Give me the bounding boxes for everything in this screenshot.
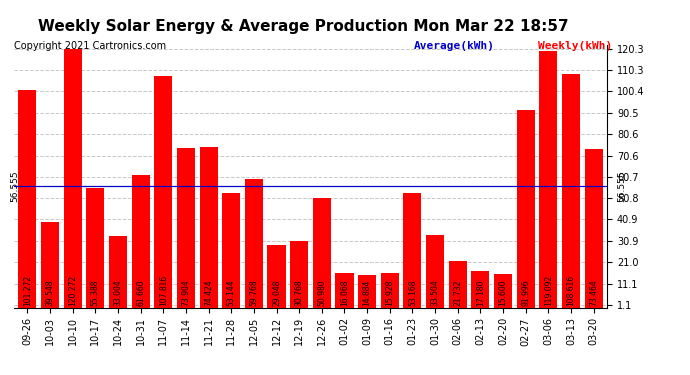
Bar (358, 276, 376, 308)
Bar (19, 90, 37, 308)
Bar (86, 188, 104, 308)
Text: 30.768: 30.768 (295, 280, 304, 306)
Text: 53.168: 53.168 (408, 280, 417, 306)
Bar (381, 273, 399, 308)
Bar (426, 236, 444, 308)
Text: 39.548: 39.548 (46, 280, 55, 306)
Text: 50.980: 50.980 (317, 280, 326, 306)
Text: 91.996: 91.996 (521, 280, 530, 306)
Text: 56.555: 56.555 (618, 170, 627, 202)
Text: 73.904: 73.904 (181, 280, 190, 306)
Text: 120.272: 120.272 (68, 275, 77, 306)
Text: 108.616: 108.616 (566, 275, 575, 306)
Bar (448, 261, 466, 308)
Bar (109, 237, 127, 308)
Bar (177, 148, 195, 308)
Text: 21.732: 21.732 (453, 280, 462, 306)
Bar (132, 175, 150, 308)
Text: 29.048: 29.048 (272, 280, 281, 306)
Text: 33.504: 33.504 (431, 280, 440, 306)
Bar (155, 75, 172, 308)
Text: 33.004: 33.004 (113, 280, 123, 306)
Text: 16.068: 16.068 (340, 280, 349, 306)
Text: Average(kWh): Average(kWh) (414, 41, 495, 51)
Text: 74.424: 74.424 (204, 280, 213, 306)
Text: 107.816: 107.816 (159, 275, 168, 306)
Bar (335, 273, 353, 308)
Bar (41, 222, 59, 308)
Text: 56.555: 56.555 (10, 170, 19, 202)
Text: Weekly(kWh): Weekly(kWh) (538, 41, 613, 51)
Bar (494, 274, 512, 308)
Bar (63, 49, 81, 308)
Text: Copyright 2021 Cartronics.com: Copyright 2021 Cartronics.com (14, 41, 166, 51)
Text: 15.600: 15.600 (498, 280, 508, 306)
Bar (222, 193, 240, 308)
Text: 55.388: 55.388 (91, 280, 100, 306)
Text: 119.092: 119.092 (544, 275, 553, 306)
Text: Weekly Solar Energy & Average Production Mon Mar 22 18:57: Weekly Solar Energy & Average Production… (38, 19, 569, 34)
Bar (404, 193, 422, 308)
Text: 53.144: 53.144 (227, 280, 236, 306)
Bar (290, 241, 308, 308)
Text: 61.660: 61.660 (136, 280, 145, 306)
Text: 17.180: 17.180 (476, 280, 485, 306)
Bar (584, 149, 602, 308)
Bar (199, 147, 217, 308)
Bar (517, 110, 535, 308)
Text: 73.464: 73.464 (589, 280, 598, 306)
Bar (245, 179, 263, 308)
Bar (471, 270, 489, 308)
Text: 59.768: 59.768 (249, 280, 258, 306)
Text: 14.884: 14.884 (363, 280, 372, 306)
Text: 101.272: 101.272 (23, 275, 32, 306)
Bar (268, 245, 286, 308)
Text: 15.928: 15.928 (385, 280, 394, 306)
Bar (313, 198, 331, 308)
Bar (540, 51, 558, 308)
Bar (562, 74, 580, 308)
